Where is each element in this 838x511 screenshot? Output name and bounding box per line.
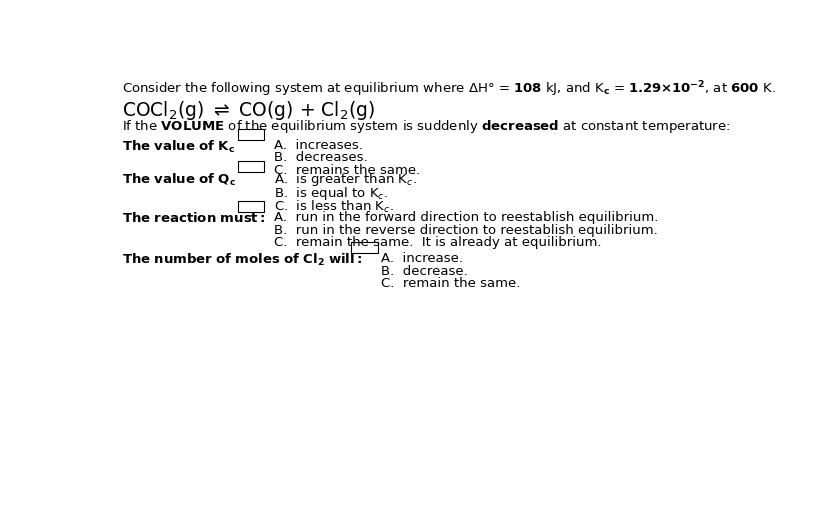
Text: C.  remain the same.: C. remain the same. (381, 277, 520, 290)
Text: $\bf{The\ number\ of\ moles\ of\ Cl_2\ will:}$: $\bf{The\ number\ of\ moles\ of\ Cl_2\ w… (122, 252, 362, 268)
Text: A.  run in the forward direction to reestablish equilibrium.: A. run in the forward direction to reest… (274, 212, 658, 224)
FancyBboxPatch shape (238, 161, 265, 172)
Text: B.  decrease.: B. decrease. (381, 265, 468, 277)
Text: B.  is equal to K$_c$.: B. is equal to K$_c$. (274, 185, 388, 202)
Text: B.  run in the reverse direction to reestablish equilibrium.: B. run in the reverse direction to reest… (274, 224, 658, 237)
Text: If the $\bf{VOLUME}$ of the equilibrium system is suddenly $\bf{decreased}$ at c: If the $\bf{VOLUME}$ of the equilibrium … (122, 119, 730, 135)
Text: A.  increases.: A. increases. (274, 139, 363, 152)
FancyBboxPatch shape (351, 242, 378, 253)
Text: $\bf{The\ value\ of\ K_c}$: $\bf{The\ value\ of\ K_c}$ (122, 139, 235, 155)
Text: A.  increase.: A. increase. (381, 252, 463, 265)
Text: A.  is greater than K$_c$.: A. is greater than K$_c$. (274, 171, 416, 189)
Text: B.  decreases.: B. decreases. (274, 151, 367, 165)
Text: Consider the following system at equilibrium where $\Delta$H° = $\mathbf{108}$ k: Consider the following system at equilib… (122, 79, 775, 99)
Text: $\bf{The\ reaction\ must:}$: $\bf{The\ reaction\ must:}$ (122, 212, 266, 225)
Text: C.  is less than K$_c$.: C. is less than K$_c$. (274, 199, 394, 215)
FancyBboxPatch shape (238, 129, 265, 140)
Text: COCl$_2$(g) $\rightleftharpoons$ CO(g) + Cl$_2$(g): COCl$_2$(g) $\rightleftharpoons$ CO(g) +… (122, 99, 375, 122)
Text: $\bf{The\ value\ of\ Q_c}$: $\bf{The\ value\ of\ Q_c}$ (122, 171, 235, 188)
FancyBboxPatch shape (238, 201, 265, 212)
Text: C.  remain the same.  It is already at equilibrium.: C. remain the same. It is already at equ… (274, 236, 601, 249)
Text: C.  remains the same.: C. remains the same. (274, 164, 420, 177)
